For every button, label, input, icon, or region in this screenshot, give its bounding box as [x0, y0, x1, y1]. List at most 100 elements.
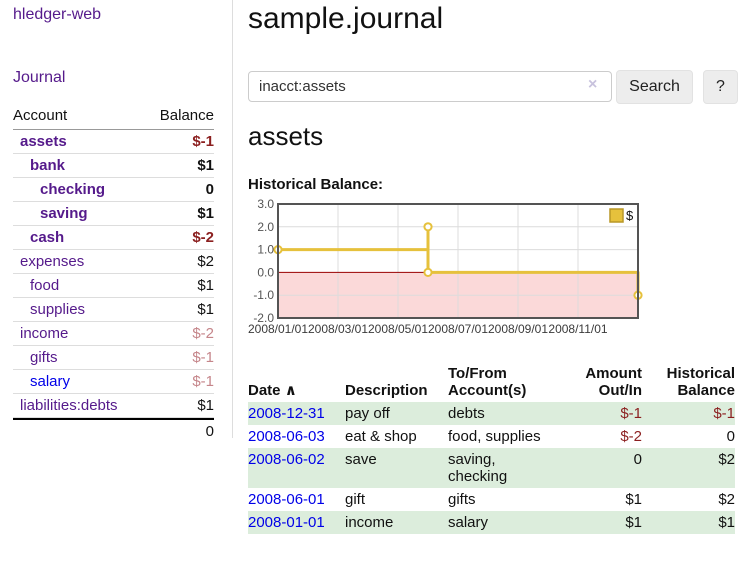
transaction-amount: $-2 — [620, 428, 642, 445]
transaction-amount: 0 — [633, 451, 642, 468]
account-balance: $1 — [197, 397, 214, 414]
account-balance: $1 — [197, 301, 214, 318]
y-tick: 3.0 — [257, 197, 274, 211]
x-tick: 2008/01/01 — [248, 322, 308, 336]
account-row-food: food $1 — [13, 274, 214, 298]
sort-ascending-icon: ∧ — [284, 382, 297, 399]
account-column-header: Account — [13, 107, 68, 124]
x-tick: 2008/03/01 — [308, 322, 368, 336]
account-link-cash[interactable]: cash — [30, 229, 65, 246]
register-row: 2008-01-01 income salary $1 $1 — [248, 511, 735, 534]
help-button[interactable]: ? — [703, 70, 738, 104]
account-balance: $-2 — [192, 325, 214, 342]
account-row-assets: assets $-1 — [13, 130, 214, 154]
transaction-amount: $-1 — [620, 405, 642, 422]
chart-border — [277, 203, 639, 319]
transaction-description: save — [345, 451, 377, 468]
y-tick: -1.0 — [253, 288, 274, 302]
account-balance: $-1 — [192, 133, 214, 150]
x-tick: 2008/05/01 — [368, 322, 428, 336]
historical-balance-chart[interactable]: $ 3.0 2.0 1.0 0.0 -1.0 -2.0 2008/01/01 2… — [248, 197, 648, 348]
account-row-supplies: supplies $1 — [13, 298, 214, 322]
account-link-checking[interactable]: checking — [40, 181, 106, 198]
y-tick: 2.0 — [257, 220, 274, 234]
account-balance: $-2 — [192, 229, 214, 246]
page-title: sample.journal — [248, 2, 444, 35]
transaction-date-link[interactable]: 2008-06-01 — [248, 491, 325, 508]
transaction-accounts: saving, checking — [448, 451, 508, 485]
account-link-gifts[interactable]: gifts — [30, 349, 58, 366]
account-link-income[interactable]: income — [20, 325, 69, 342]
x-tick: 2008/09/01 — [488, 322, 548, 336]
account-row-liabilities-debts: liabilities:debts $1 — [13, 394, 214, 418]
account-row-cash: cash $-2 — [13, 226, 214, 250]
register-row: 2008-12-31 pay off debts $-1 $-1 — [248, 402, 735, 425]
y-axis-ticks: 3.0 2.0 1.0 0.0 -1.0 -2.0 — [253, 197, 274, 325]
date-header-label: Date — [248, 382, 281, 399]
search-form: × Search ? — [248, 70, 742, 104]
app-title-link[interactable]: hledger-web — [13, 6, 102, 23]
account-balance-table: Account Balance assets $-1 bank $1 check… — [13, 104, 214, 443]
account-heading: assets — [248, 121, 324, 151]
account-table-header: Account Balance — [13, 104, 214, 130]
account-row-expenses: expenses $2 — [13, 250, 214, 274]
account-row-bank: bank $1 — [13, 154, 214, 178]
account-row-checking: checking 0 — [13, 178, 214, 202]
balance-column-header: Balance — [159, 107, 214, 124]
register-row: 2008-06-03 eat & shop food, supplies $-2… — [248, 425, 735, 448]
transaction-balance: 0 — [726, 428, 735, 445]
account-balance: $1 — [197, 157, 214, 174]
sidebar: hledger-web Journal Account Balance asse… — [0, 0, 233, 440]
transaction-description: pay off — [345, 405, 390, 422]
account-row-income: income $-2 — [13, 322, 214, 346]
chart-legend: $ — [609, 208, 634, 223]
column-header-amount: Amount Out/In — [585, 365, 642, 399]
search-input[interactable] — [248, 71, 612, 102]
transaction-date-link[interactable]: 2008-01-01 — [248, 514, 325, 531]
column-header-description: Description — [345, 382, 428, 399]
account-row-gifts: gifts $-1 — [13, 346, 214, 370]
transaction-date-link[interactable]: 2008-06-03 — [248, 428, 325, 445]
accounts-total-row: 0 — [13, 418, 214, 443]
account-balance: $1 — [197, 277, 214, 294]
search-button[interactable]: Search — [616, 70, 693, 104]
account-link-assets[interactable]: assets — [20, 133, 67, 150]
account-row-saving: saving $1 — [13, 202, 214, 226]
transaction-amount: $1 — [625, 491, 642, 508]
y-tick: 1.0 — [257, 243, 274, 257]
transaction-description: eat & shop — [345, 428, 417, 445]
register-row: 2008-06-01 gift gifts $1 $2 — [248, 488, 735, 511]
register-table: Date ∧ Description To/From Account(s) Am… — [248, 363, 735, 534]
account-link-supplies[interactable]: supplies — [30, 301, 86, 318]
chart-title: Historical Balance: — [248, 176, 384, 193]
column-header-date[interactable]: Date ∧ — [248, 363, 345, 402]
transaction-description: gift — [345, 491, 366, 508]
main-content: sample.journal × Search ? assets Histori… — [248, 0, 742, 582]
account-link-food[interactable]: food — [30, 277, 60, 294]
data-point-markers — [273, 222, 643, 300]
account-link-liabilities-debts[interactable]: liabilities:debts — [20, 397, 118, 414]
clear-search-icon[interactable]: × — [588, 76, 598, 93]
register-row: 2008-06-02 save saving, checking 0 $2 — [248, 448, 735, 488]
transaction-accounts: food, supplies — [448, 428, 541, 445]
transaction-date-link[interactable]: 2008-12-31 — [248, 405, 325, 422]
column-header-accounts: To/From Account(s) — [448, 365, 527, 399]
transaction-amount: $1 — [625, 514, 642, 531]
transaction-balance: $2 — [718, 491, 735, 508]
transaction-date-link[interactable]: 2008-06-02 — [248, 451, 325, 468]
sidebar-item-journal[interactable]: Journal — [13, 69, 66, 86]
transaction-accounts: salary — [448, 514, 489, 531]
account-balance: $-1 — [192, 373, 214, 390]
column-header-balance: Historical Balance — [666, 365, 735, 399]
transaction-balance: $-1 — [713, 405, 735, 422]
account-link-expenses[interactable]: expenses — [20, 253, 85, 270]
account-link-salary[interactable]: salary — [30, 373, 71, 390]
transaction-balance: $2 — [718, 451, 735, 468]
transaction-description: income — [345, 514, 394, 531]
account-link-bank[interactable]: bank — [30, 157, 66, 174]
x-axis-ticks: 2008/01/01 2008/03/01 2008/05/01 2008/07… — [248, 322, 608, 336]
register-header-row: Date ∧ Description To/From Account(s) Am… — [248, 363, 735, 402]
account-balance: 0 — [205, 181, 214, 198]
account-balance: $2 — [197, 253, 214, 270]
account-link-saving[interactable]: saving — [40, 205, 88, 222]
